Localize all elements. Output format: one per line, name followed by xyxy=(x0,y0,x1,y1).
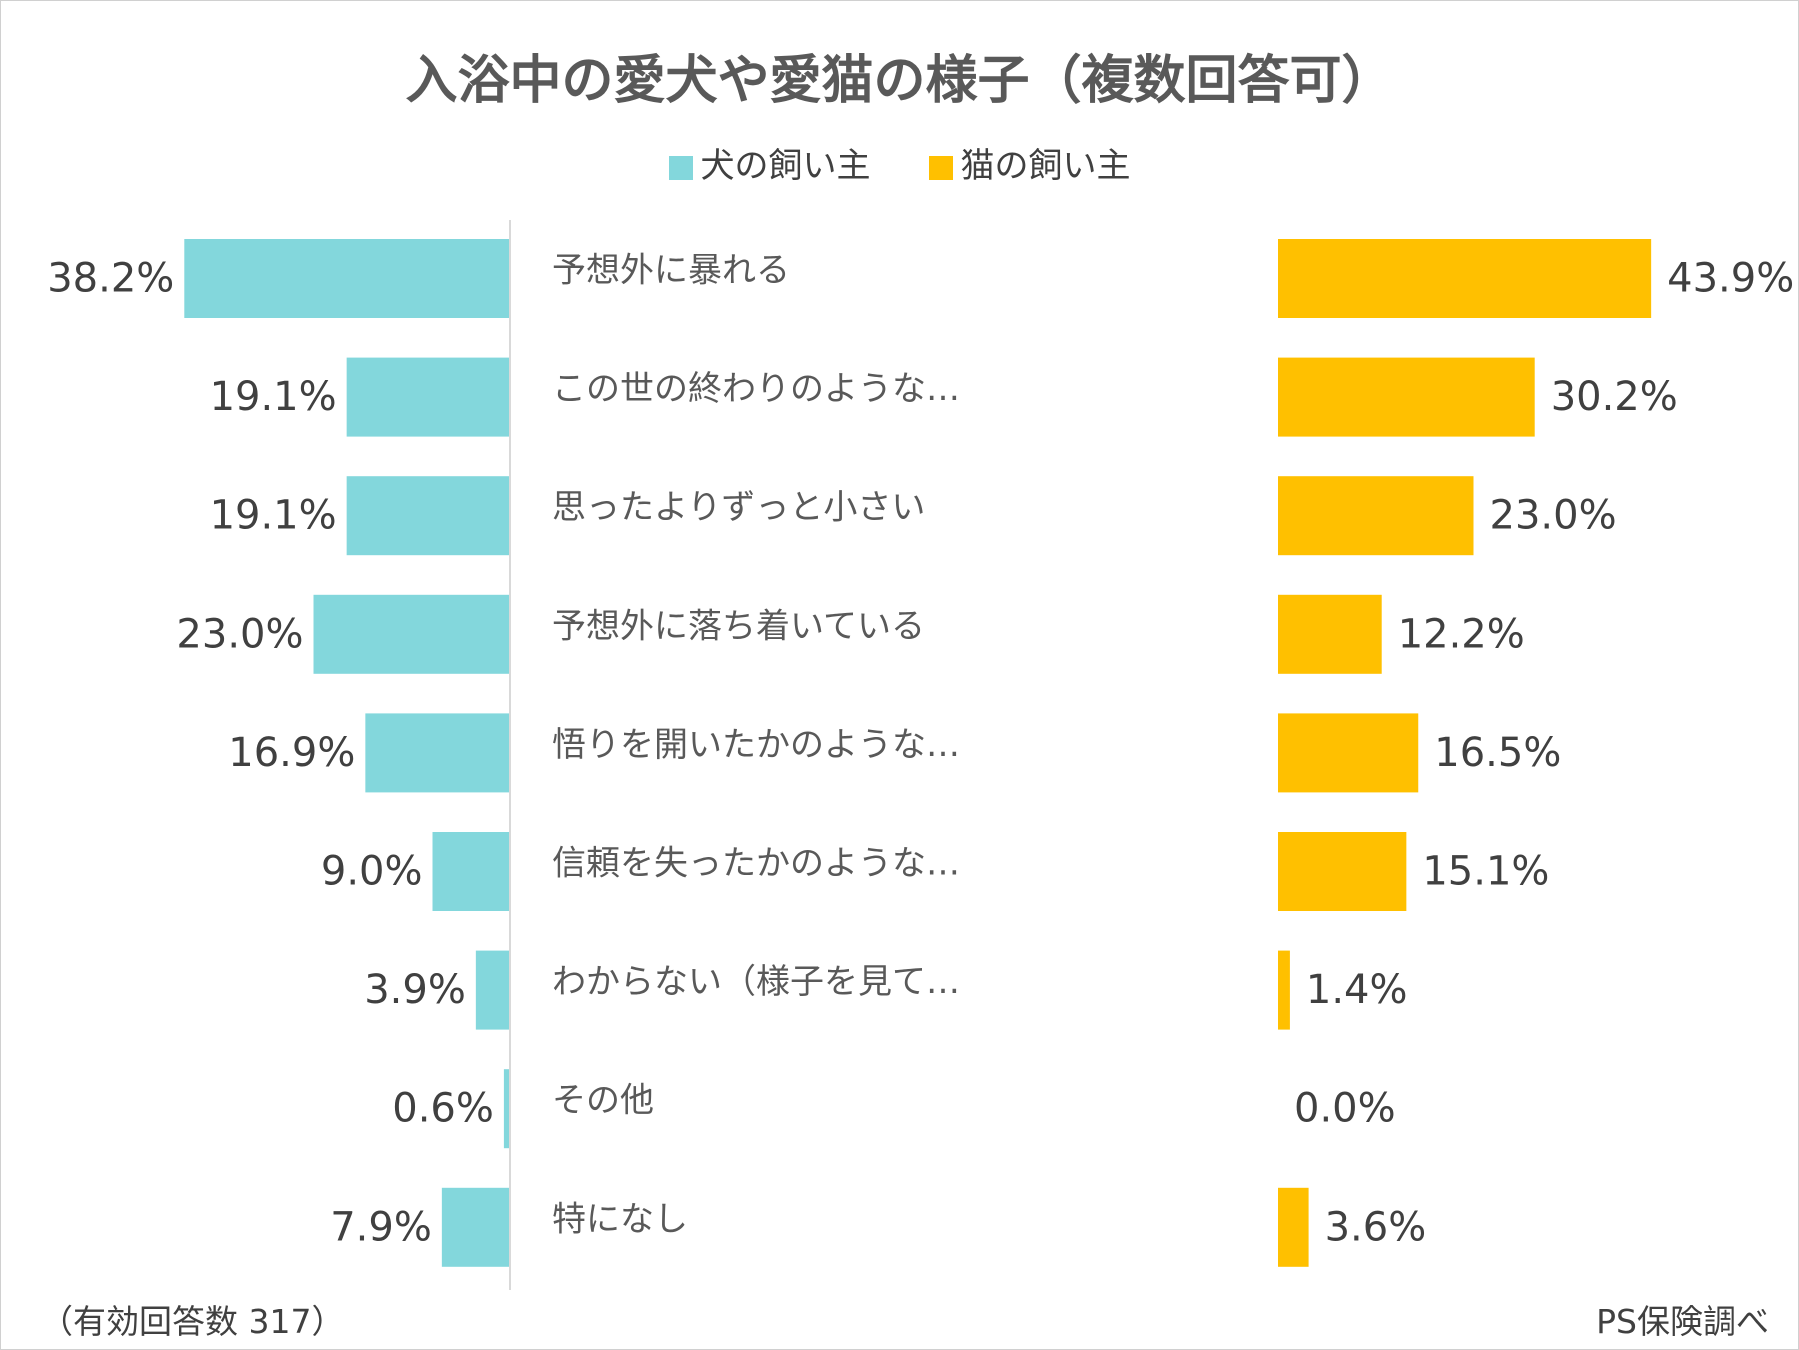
dog-value-label-0: 38.2% xyxy=(47,256,174,302)
cat-value-label-8: 3.6% xyxy=(1325,1204,1427,1250)
sample-size-note: （有効回答数 317） xyxy=(40,1302,345,1341)
cat-value-label-5: 15.1% xyxy=(1422,849,1549,895)
category-label-8: 特になし xyxy=(552,1199,688,1239)
legend-label-cat: 猫の飼い主 xyxy=(960,146,1131,186)
legend: 犬の飼い主 猫の飼い主 xyxy=(0,138,1799,187)
legend-swatch-cat xyxy=(928,155,953,180)
dog-value-label-6: 3.9% xyxy=(364,967,466,1013)
dog-bar-4 xyxy=(365,713,509,793)
cat-value-label-2: 23.0% xyxy=(1490,493,1617,539)
source-note: PS保険調べ xyxy=(1596,1302,1769,1341)
cat-bar-8 xyxy=(1278,1187,1309,1267)
dog-bar-2 xyxy=(346,476,509,556)
cat-bar-1 xyxy=(1278,357,1535,437)
cat-value-label-1: 30.2% xyxy=(1551,374,1678,420)
category-label-5: 信頼を失ったかのような… xyxy=(552,844,960,884)
cat-value-label-4: 16.5% xyxy=(1434,730,1561,776)
dog-value-label-3: 23.0% xyxy=(176,611,303,657)
legend-item-dog: 犬の飼い主 xyxy=(668,138,871,187)
dog-value-label-4: 16.9% xyxy=(228,730,355,776)
dog-bar-1 xyxy=(346,357,509,437)
cat-bar-2 xyxy=(1278,476,1474,556)
category-label-4: 悟りを開いたかのような… xyxy=(552,725,960,765)
category-label-7: その他 xyxy=(552,1081,654,1121)
dog-value-label-2: 19.1% xyxy=(210,493,337,539)
cat-value-label-3: 12.2% xyxy=(1398,611,1525,657)
legend-swatch-dog xyxy=(668,155,693,180)
cat-bar-0 xyxy=(1278,239,1652,318)
cat-bar-5 xyxy=(1278,832,1407,911)
cat-value-label-6: 1.4% xyxy=(1306,967,1408,1013)
dog-value-label-8: 7.9% xyxy=(330,1204,432,1250)
dog-value-label-7: 0.6% xyxy=(392,1086,494,1132)
dog-bar-5 xyxy=(432,832,509,911)
cat-bar-6 xyxy=(1278,950,1290,1030)
dog-bar-8 xyxy=(441,1187,509,1267)
category-label-2: 思ったよりずっと小さい xyxy=(552,488,925,528)
chart-title: 入浴中の愛犬や愛猫の様子（複数回答可） xyxy=(405,51,1394,111)
cat-value-label-0: 43.9% xyxy=(1667,256,1794,302)
cat-value-label-7: 0.0% xyxy=(1294,1086,1396,1132)
dog-value-label-5: 9.0% xyxy=(321,849,423,895)
dog-value-label-1: 19.1% xyxy=(210,374,337,420)
category-label-1: この世の終わりのような… xyxy=(552,369,960,409)
category-label-0: 予想外に暴れる xyxy=(552,251,790,291)
legend-item-cat: 猫の飼い主 xyxy=(928,138,1131,187)
category-label-6: わからない（様子を見て… xyxy=(552,962,960,1002)
cat-bar-3 xyxy=(1278,594,1382,674)
category-label-3: 予想外に落ち着いている xyxy=(552,606,925,646)
dog-bar-3 xyxy=(313,594,509,674)
legend-label-dog: 犬の飼い主 xyxy=(700,146,871,186)
dog-bar-0 xyxy=(184,239,510,318)
cat-bar-4 xyxy=(1278,713,1419,793)
dog-bar-7 xyxy=(503,1069,509,1149)
dog-bar-6 xyxy=(475,950,509,1030)
